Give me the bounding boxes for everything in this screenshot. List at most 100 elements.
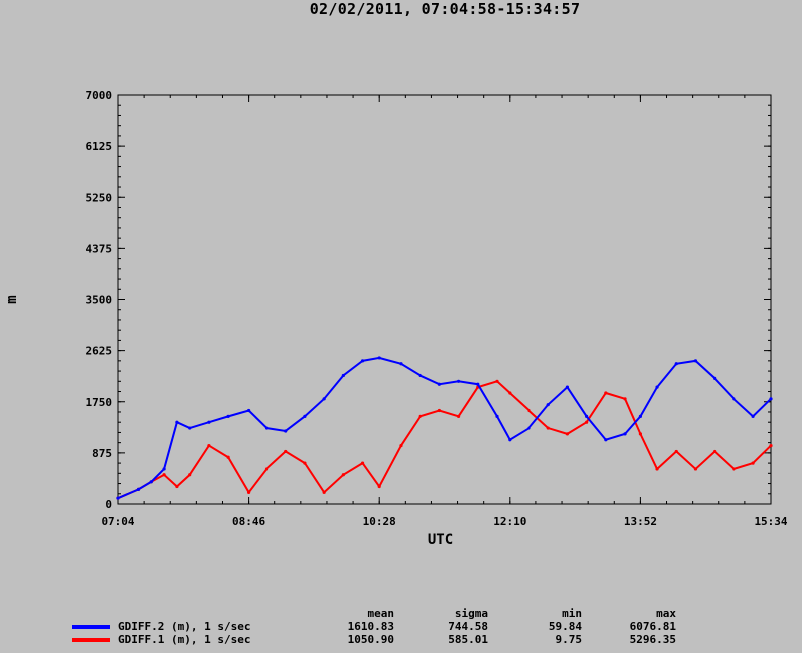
x-tick-label: 12:10 [493, 515, 526, 528]
y-tick-label: 2625 [86, 345, 113, 358]
y-tick-label: 7000 [86, 89, 113, 102]
series-point [162, 467, 166, 471]
series-point [437, 382, 441, 386]
series-point [188, 426, 192, 430]
series-point [674, 449, 678, 454]
legend-row-gdiff2: GDIFF.2 (m), 1 s/sec 1610.83 744.58 59.8… [72, 620, 676, 633]
x-tick-label: 13:52 [624, 515, 657, 528]
series-point [162, 473, 166, 477]
stat-mean: 1050.90 [347, 632, 394, 646]
y-tick-label: 6125 [86, 140, 113, 153]
series-point [674, 362, 678, 366]
series-point [247, 490, 251, 494]
series-point [604, 438, 608, 442]
legend-swatch-blue [72, 624, 110, 629]
series-point [713, 449, 717, 454]
series-point [341, 473, 345, 477]
series-point [508, 438, 512, 442]
series-point [638, 414, 643, 418]
legend-label: GDIFF.2 (m), 1 s/sec [118, 619, 251, 633]
stat-sigma: 585.01 [448, 632, 488, 646]
series-point [360, 461, 365, 465]
series-point [377, 356, 381, 360]
legend-header: mean sigma min max [72, 606, 677, 620]
series-point [175, 420, 179, 424]
series-point [476, 382, 480, 386]
chart-title: 02/02/2011, 07:04:58-15:34:57 [309, 0, 581, 18]
series-point [585, 420, 589, 424]
series-point [623, 432, 627, 436]
y-tick-label: 5250 [86, 191, 113, 204]
legend-swatch-red [72, 637, 110, 642]
legend-header-min: min [562, 606, 582, 620]
y-tick-label: 3500 [86, 294, 113, 307]
legend-table: mean sigma min max GDIFF.2 (m), 1 s/sec … [72, 607, 676, 646]
stat-min: 59.84 [548, 619, 582, 633]
series-point [207, 443, 211, 448]
series-point [322, 490, 326, 494]
series-point [136, 487, 141, 491]
stat-max: 6076.81 [629, 619, 676, 633]
series-point [751, 461, 755, 465]
series-point [207, 420, 211, 424]
series-point [732, 397, 736, 401]
stat-sigma: 744.58 [448, 619, 488, 633]
series-point [264, 467, 269, 471]
legend-header-sigma: sigma [454, 606, 488, 620]
series-point [418, 414, 422, 418]
series-point [456, 379, 461, 383]
plot-frame [117, 94, 772, 505]
series-point [264, 426, 269, 430]
series-point [638, 432, 643, 436]
series-point [188, 473, 192, 477]
series-point [655, 385, 659, 389]
stat-min: 9.75 [555, 632, 583, 646]
x-tick-label: 07:04 [101, 515, 134, 528]
series-point [585, 414, 589, 418]
x-axis-label: UTC [428, 532, 453, 548]
series-point [418, 373, 422, 378]
series-point [284, 429, 288, 433]
series-point [527, 426, 531, 430]
legend-label: GDIFF.1 (m), 1 s/sec [118, 632, 251, 646]
y-tick-label: 1750 [86, 396, 113, 409]
series-point [284, 449, 288, 454]
series-point [565, 385, 570, 389]
series-point [226, 414, 230, 418]
series-point [495, 414, 499, 418]
series-line-gdiff2 [117, 356, 772, 500]
series-point [456, 414, 461, 418]
stat-mean: 1610.83 [347, 619, 394, 633]
series-point [751, 414, 755, 418]
series-point [769, 397, 773, 401]
series-point [303, 414, 307, 418]
series-point [303, 461, 307, 465]
x-tick-label: 15:34 [754, 515, 787, 528]
series-point [116, 496, 120, 500]
y-tick-label: 875 [92, 447, 112, 460]
series-point [377, 484, 381, 489]
series-point [732, 467, 736, 471]
series-line-gdiff1 [117, 380, 772, 500]
series-point [693, 359, 698, 363]
series-point [565, 432, 570, 436]
series-point [508, 391, 512, 395]
series-point [495, 379, 499, 383]
y-axis-label: m [4, 295, 20, 303]
series-point [399, 362, 403, 366]
legend-row-gdiff1: GDIFF.1 (m), 1 s/sec 1050.90 585.01 9.75… [72, 633, 676, 646]
series-point [437, 408, 441, 413]
x-tick-label: 10:28 [363, 515, 396, 528]
series-point [247, 408, 251, 413]
series-point [226, 455, 230, 459]
legend-header-max: max [656, 606, 676, 620]
series-point [693, 467, 698, 471]
series-point [175, 484, 179, 489]
series-point [769, 443, 773, 448]
legend-header-mean: mean [367, 606, 395, 620]
chart-svg: 0 875 1750 2625 3500 4375 5250 6125 7000 07:04 08:… [4, 89, 788, 548]
y-tick-label: 0 [105, 498, 112, 511]
series-point [360, 359, 365, 363]
x-tick-label: 08:46 [232, 515, 265, 528]
series-point [322, 397, 326, 401]
